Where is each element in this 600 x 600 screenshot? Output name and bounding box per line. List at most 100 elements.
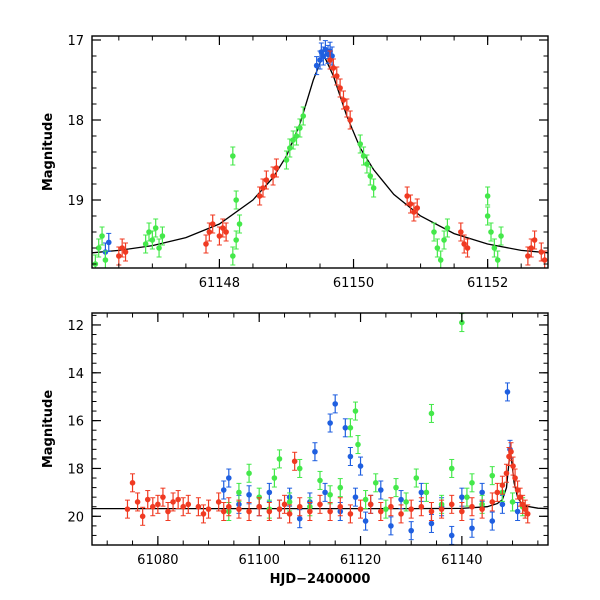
data-point-red — [522, 506, 528, 512]
data-point-red — [489, 499, 496, 505]
data-point-green — [494, 257, 501, 263]
data-point-red — [236, 506, 242, 512]
plot-frame — [91, 312, 549, 546]
data-point-red — [160, 494, 166, 500]
data-point-blue — [448, 532, 455, 539]
x-tick-label: 61148 — [199, 276, 240, 291]
data-point-green — [149, 237, 156, 243]
data-point-green — [355, 441, 361, 448]
data-point-red — [459, 508, 465, 515]
data-point-red — [266, 508, 273, 515]
data-point-red — [428, 508, 435, 515]
data-point-blue — [322, 46, 329, 53]
data-point-green — [489, 472, 496, 479]
y-tick-label: 12 — [67, 319, 84, 334]
data-point-red — [531, 237, 538, 243]
data-point-blue — [347, 453, 354, 460]
data-point-red — [180, 503, 186, 510]
x-tick-label: 61140 — [441, 553, 482, 568]
data-point-red — [144, 496, 151, 503]
data-point-red — [367, 501, 374, 508]
data-point-red — [357, 506, 364, 512]
data-point-green — [286, 499, 293, 505]
data-point-blue — [266, 489, 273, 496]
data-point-red — [256, 193, 263, 199]
data-point-red — [479, 506, 485, 512]
data-point-green — [233, 237, 239, 243]
data-point-red — [538, 249, 545, 255]
data-point-blue — [418, 489, 425, 496]
data-point-red — [220, 508, 227, 515]
data-point-green — [102, 257, 109, 263]
data-point-red — [541, 257, 548, 263]
x-tick-label: 61150 — [333, 276, 374, 291]
data-point-green — [498, 233, 504, 239]
data-point-red — [503, 470, 510, 477]
data-point-green — [293, 133, 300, 139]
data-point-green — [352, 408, 359, 414]
data-point-red — [408, 506, 415, 512]
data-point-blue — [332, 401, 339, 407]
data-point-blue — [499, 501, 506, 508]
x-tick-label: 61120 — [340, 553, 381, 568]
data-point-red — [330, 65, 337, 71]
data-point-red — [175, 496, 181, 503]
data-point-red — [286, 511, 293, 517]
data-point-blue — [342, 425, 349, 431]
data-point-red — [246, 508, 252, 515]
data-point-green — [159, 233, 166, 239]
data-point-red — [404, 193, 410, 199]
data-point-blue — [322, 489, 328, 496]
data-point-red — [119, 245, 125, 251]
data-point-green — [327, 491, 333, 498]
data-point-green — [230, 253, 236, 259]
data-point-blue — [313, 62, 320, 69]
data-point-red — [337, 503, 344, 510]
data-point-red — [448, 501, 455, 508]
data-point-red — [139, 513, 146, 520]
data-point-green — [488, 229, 494, 235]
data-point-green — [296, 465, 303, 472]
data-point-green — [448, 465, 455, 472]
data-point-red — [155, 501, 161, 508]
data-point-blue — [408, 527, 415, 534]
data-point-green — [364, 161, 370, 167]
data-point-green — [434, 245, 441, 251]
data-point-red — [205, 506, 212, 512]
data-point-red — [344, 105, 350, 111]
data-point-red — [307, 508, 313, 515]
data-point-blue — [504, 389, 511, 395]
data-point-green — [276, 456, 283, 462]
data-point-green — [287, 145, 293, 151]
y-tick-label: 19 — [67, 194, 84, 209]
top-panel: 61148 61150 61152 17 18 19 Magnitude — [41, 34, 549, 291]
data-point-green — [403, 499, 409, 505]
y-axis-title: Magnitude — [41, 113, 56, 192]
model-curve — [92, 52, 548, 254]
data-point-red — [129, 480, 136, 486]
data-point-blue — [352, 494, 359, 500]
data-point-red — [223, 229, 229, 235]
data-point-green — [233, 197, 239, 203]
data-point-green — [509, 499, 516, 505]
data-point-blue — [388, 523, 394, 529]
x-axis-title: HJD−2400000 — [270, 572, 371, 587]
data-point-green — [290, 137, 296, 143]
data-point-green — [142, 241, 149, 247]
data-point-green — [357, 141, 364, 147]
data-point-green — [444, 225, 451, 231]
data-point-green — [372, 480, 379, 486]
data-point-red — [256, 503, 263, 510]
y-tick-label: 20 — [67, 510, 84, 525]
data-point-red — [203, 241, 209, 247]
data-point-red — [206, 229, 213, 235]
data-point-red — [134, 499, 141, 505]
data-point-red — [494, 489, 501, 496]
data-point-green — [271, 475, 278, 481]
data-points — [124, 313, 531, 545]
data-point-blue — [479, 489, 485, 496]
data-point-red — [388, 503, 394, 510]
data-point-green — [413, 475, 420, 481]
data-point-red — [333, 73, 340, 79]
